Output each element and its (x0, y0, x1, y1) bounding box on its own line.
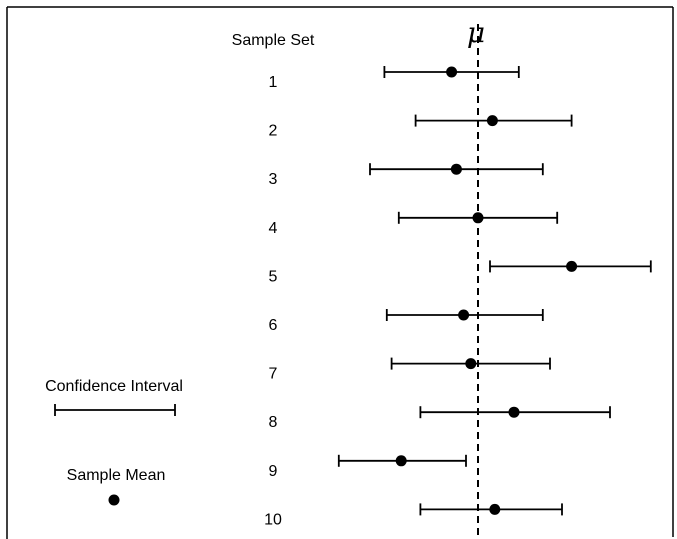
mu-label: μ (467, 16, 485, 49)
sample-mean-dot (486, 115, 498, 127)
sample-mean-dot (446, 66, 458, 78)
sample-mean-dot (566, 260, 578, 272)
sample-row: 5 (269, 260, 652, 285)
sample-set-label: 6 (269, 317, 278, 334)
sample-row: 3 (269, 163, 544, 188)
sample-set-label: 1 (269, 74, 278, 91)
sample-mean-dot (450, 163, 462, 175)
sample-mean-dot (465, 358, 477, 370)
sample-set-label: 3 (269, 171, 278, 188)
sample-set-label: 10 (264, 511, 282, 528)
sample-row: 10 (264, 503, 563, 528)
sample-row: 9 (269, 454, 467, 480)
legend-interval-symbol (54, 404, 176, 416)
sample-row: 4 (269, 211, 559, 237)
legend-mean-label: Sample Mean (67, 467, 166, 484)
sample-row: 1 (269, 66, 520, 91)
sample-mean-dot (508, 406, 520, 418)
sample-mean-dot (489, 503, 501, 515)
sample-mean-dot (395, 455, 407, 467)
legend-interval-label: Confidence Interval (45, 378, 183, 395)
sample-set-header: Sample Set (232, 32, 315, 49)
sample-set-label: 2 (269, 123, 278, 140)
sample-row: 6 (269, 309, 544, 334)
sample-rows: 1 2 3 4 5 6 7 8 9 10 (264, 66, 652, 528)
sample-set-label: 5 (269, 268, 278, 285)
sample-mean-dot (458, 309, 470, 321)
sample-set-label: 7 (269, 366, 278, 383)
sample-row: 2 (269, 114, 573, 140)
legend-mean-dot (108, 494, 120, 506)
sample-set-label: 8 (269, 414, 278, 431)
sample-row: 8 (269, 406, 611, 431)
sample-set-label: 9 (269, 463, 278, 480)
sample-mean-dot (472, 212, 484, 224)
sample-set-label: 4 (269, 220, 278, 237)
sample-row: 7 (269, 357, 551, 383)
